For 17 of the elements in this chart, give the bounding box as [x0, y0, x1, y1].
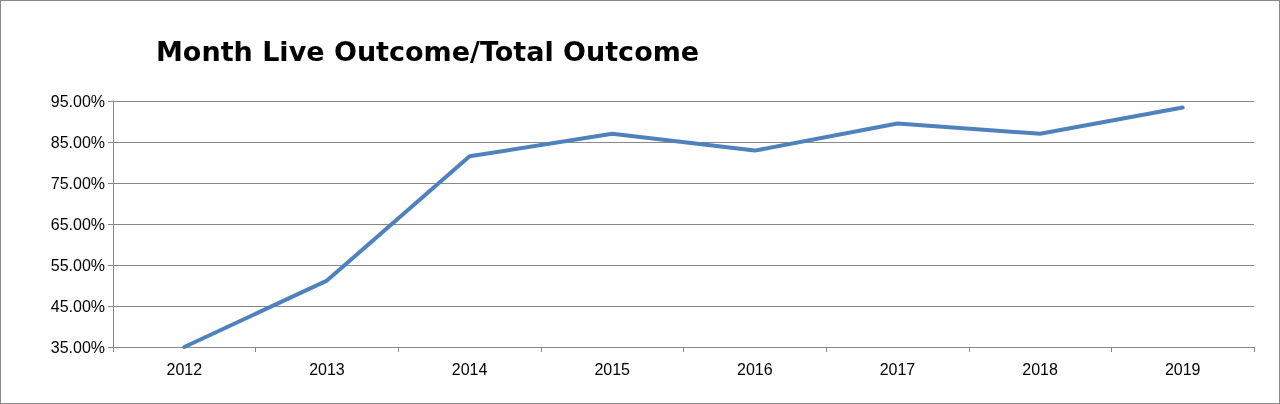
x-tick-label: 2019 [1164, 360, 1201, 378]
y-tick-label: 35.00% [50, 338, 105, 356]
x-tick-label: 2016 [737, 360, 773, 378]
y-tick-label: 45.00% [50, 297, 105, 315]
y-tick-label: 95.00% [50, 92, 105, 110]
y-tick-label: 55.00% [50, 256, 105, 274]
y-tick-label: 85.00% [50, 133, 105, 151]
x-tick-label: 2012 [166, 360, 203, 378]
x-tick-label: 2015 [594, 360, 631, 378]
y-tick-label: 75.00% [50, 174, 105, 192]
y-tick-label: 65.00% [50, 215, 105, 233]
x-tick-label: 2013 [309, 360, 345, 378]
x-tick-label: 2014 [451, 360, 488, 378]
line-series [182, 105, 1185, 349]
chart-title: Month Live Outcome/Total Outcome [156, 36, 700, 67]
x-tick-label: 2018 [1022, 360, 1058, 378]
x-tick-label: 2017 [879, 360, 916, 378]
